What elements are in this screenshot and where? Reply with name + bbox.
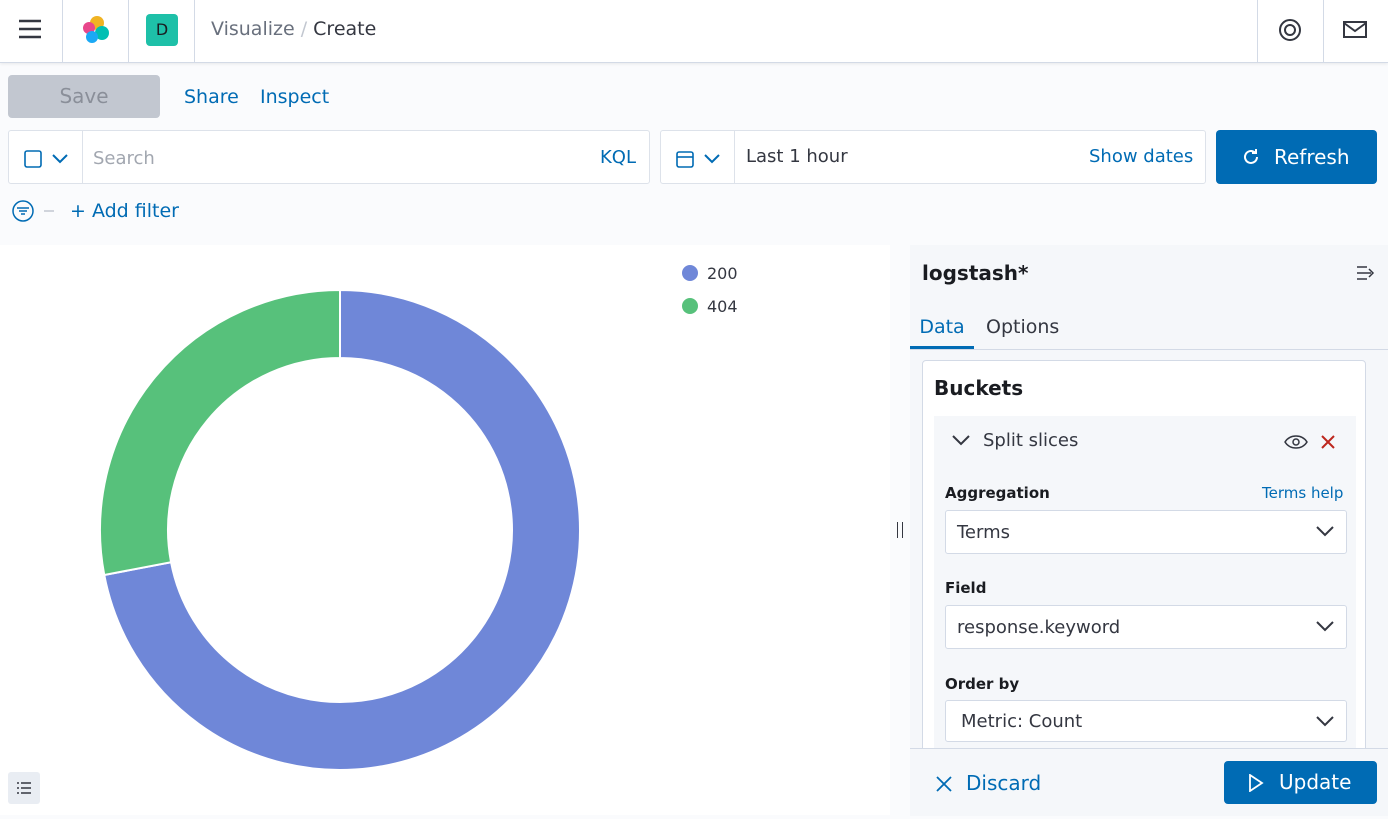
breadcrumb[interactable]: Visualize xyxy=(211,18,295,40)
chart-panel: 200 404 xyxy=(0,245,890,815)
share-link[interactable]: Share xyxy=(184,86,239,108)
slice xyxy=(103,288,581,771)
breadcrumb: Create xyxy=(313,18,377,40)
legend-swatch xyxy=(682,265,698,281)
select-value: Terms xyxy=(957,522,1011,543)
select[interactable]: Terms xyxy=(945,510,1347,554)
refresh-label: Refresh xyxy=(1274,145,1350,169)
select[interactable]: Metric: Count xyxy=(945,700,1347,742)
slice xyxy=(99,288,341,577)
help-icon[interactable] xyxy=(1278,18,1302,42)
saved-query-icon[interactable] xyxy=(23,149,71,169)
terms-help[interactable]: Terms help xyxy=(1262,484,1344,502)
section-title: Buckets xyxy=(934,376,1024,400)
save-button[interactable]: Save xyxy=(8,75,160,118)
time-range[interactable]: Last 1 hour xyxy=(746,146,848,167)
remove-icon[interactable] xyxy=(1321,435,1335,449)
add-filter[interactable]: + Add filter xyxy=(70,200,179,222)
legend-toggle[interactable] xyxy=(8,772,40,804)
field-label: Aggregation xyxy=(945,484,1050,502)
breadcrumbs: Visualize / Create xyxy=(211,18,377,40)
query-bar: Search KQL xyxy=(8,130,650,184)
logo[interactable] xyxy=(80,14,112,46)
language-switcher[interactable]: KQL xyxy=(600,147,636,168)
update-label: Update xyxy=(1279,770,1352,794)
resize-handle[interactable] xyxy=(897,522,903,538)
time-picker: Last 1 hour Show dates xyxy=(660,130,1206,184)
refresh-button[interactable]: Refresh xyxy=(1216,130,1377,184)
search-input[interactable]: Search xyxy=(93,148,155,169)
tab[interactable]: Data xyxy=(910,315,974,349)
collapse-icon[interactable] xyxy=(1356,265,1376,281)
toggle-icon[interactable] xyxy=(1284,434,1308,450)
mail-icon[interactable] xyxy=(1343,20,1367,40)
discard-button[interactable]: Discard xyxy=(966,771,1042,795)
header: D Visualize / Create xyxy=(0,0,1388,63)
select-value: response.keyword xyxy=(957,617,1121,638)
sidebar-footer: Discard Update xyxy=(910,748,1388,816)
legend-label[interactable]: 404 xyxy=(707,297,738,316)
select-value: Metric: Count xyxy=(961,711,1083,732)
field-label: Field xyxy=(945,579,987,597)
calendar-icon[interactable] xyxy=(675,149,723,169)
menu-icon[interactable] xyxy=(18,19,42,39)
bucket-title: Split slices xyxy=(983,430,1079,451)
expand-icon[interactable] xyxy=(952,434,970,446)
legend-label[interactable]: 200 xyxy=(707,264,738,283)
inspect-link[interactable]: Inspect xyxy=(260,86,330,108)
legend-swatch xyxy=(682,298,698,314)
filter-icon[interactable] xyxy=(12,200,60,222)
show-dates[interactable]: Show dates xyxy=(1089,146,1194,167)
field-label: Order by xyxy=(945,675,1020,693)
update-button[interactable]: Update xyxy=(1224,761,1377,804)
tab[interactable]: Options xyxy=(986,316,1060,338)
select[interactable]: response.keyword xyxy=(945,605,1347,649)
index-pattern: logstash* xyxy=(922,261,1029,285)
chart: 200 404 xyxy=(99,264,738,771)
space-avatar[interactable]: D xyxy=(146,14,178,46)
